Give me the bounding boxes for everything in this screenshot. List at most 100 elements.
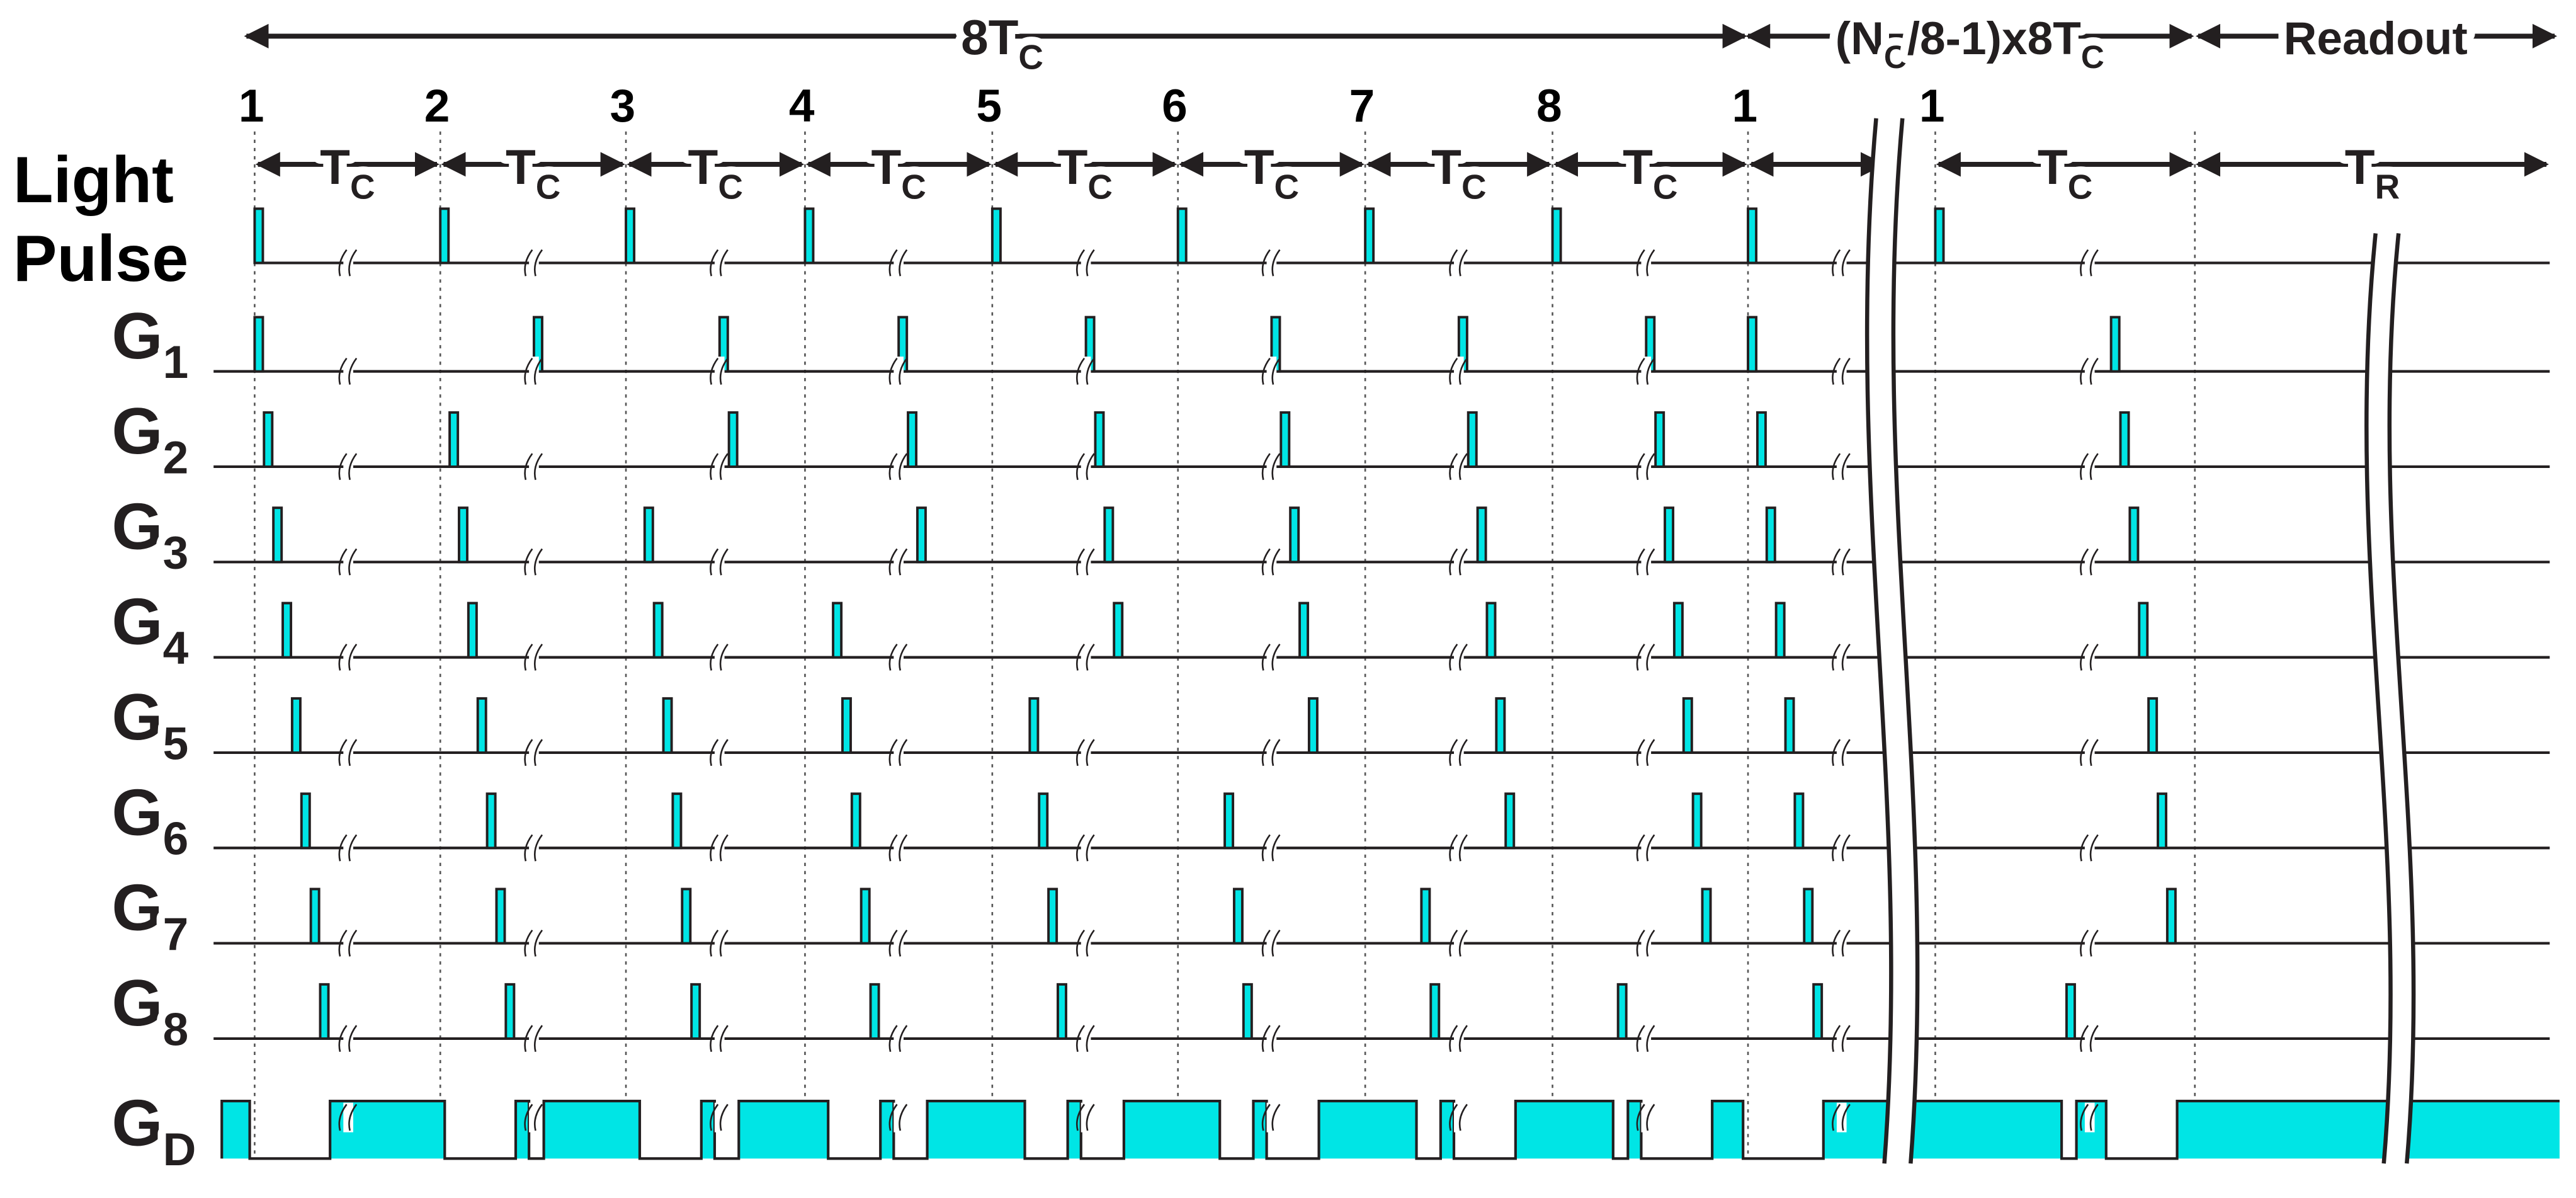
break-gap	[1454, 248, 1464, 278]
text-part: T	[506, 139, 536, 195]
break-gap	[343, 357, 353, 387]
break-mark	[348, 1104, 358, 1131]
gd-high	[1823, 1101, 2062, 1159]
break-mark	[1075, 929, 1086, 957]
break-gap	[343, 1102, 353, 1132]
break-gap	[1454, 738, 1464, 768]
break-mark	[533, 834, 543, 862]
subscript: 7	[163, 909, 189, 960]
break-mark	[1086, 739, 1095, 767]
pulse	[2147, 697, 2159, 754]
pulse	[916, 506, 927, 564]
subscript: C	[901, 168, 926, 207]
text-part: G	[111, 395, 162, 468]
break-mark	[1832, 453, 1841, 481]
break-mark	[888, 1104, 898, 1131]
break-mark	[1646, 643, 1655, 671]
break-gap	[343, 1024, 353, 1054]
row-label: G6	[111, 776, 188, 864]
row-label: G8	[111, 967, 188, 1055]
break-mark	[524, 834, 533, 862]
break-mark	[710, 929, 719, 957]
break-mark	[710, 249, 719, 277]
break-mark	[888, 929, 898, 957]
break-gap	[1454, 547, 1464, 577]
gd-high	[1712, 1101, 1744, 1159]
break-mark	[1449, 1025, 1458, 1053]
break-gap	[529, 452, 539, 482]
break-mark	[1646, 357, 1655, 385]
break-mark	[710, 643, 719, 671]
row-label: Pulse	[13, 222, 188, 295]
break-mark	[710, 1025, 719, 1053]
pulse	[1103, 506, 1115, 564]
break-mark	[1841, 357, 1851, 385]
break-gap	[529, 357, 539, 387]
break-mark	[1261, 643, 1271, 671]
break-mark	[348, 929, 358, 957]
break-mark	[1449, 929, 1458, 957]
break-gap	[1266, 452, 1277, 482]
break-mark	[338, 249, 348, 277]
pulse	[1298, 602, 1310, 659]
pulse	[1028, 697, 1040, 754]
subscript: C	[1087, 168, 1113, 207]
pulse	[1057, 983, 1067, 1040]
break-gap	[1454, 642, 1464, 673]
pulse	[1793, 792, 1805, 850]
break-mark	[2080, 548, 2089, 576]
break-mark	[899, 929, 908, 957]
break-gap	[2084, 357, 2095, 387]
pulse	[309, 887, 321, 945]
pulse	[1307, 697, 1319, 754]
break-gap	[1081, 1102, 1091, 1132]
pulse	[1747, 316, 1758, 373]
break-mark	[1261, 357, 1271, 385]
subscript: C	[1461, 168, 1487, 207]
break-mark	[1636, 1025, 1645, 1053]
pulse	[832, 602, 843, 659]
pulse	[467, 602, 478, 659]
break-mark	[338, 929, 348, 957]
gd-high	[2177, 1101, 2560, 1159]
break-mark	[2080, 739, 2089, 767]
subscript: 6	[163, 814, 189, 865]
break-gap	[1836, 642, 1847, 673]
gd-high	[222, 1101, 250, 1159]
pulse	[476, 697, 487, 754]
text-part: G	[111, 1087, 162, 1160]
text-part: G	[111, 681, 162, 754]
subscript: C	[536, 168, 561, 207]
break-mark	[1832, 548, 1841, 576]
cycle-number: 1	[1732, 81, 1757, 132]
break-gap	[2084, 547, 2095, 577]
pulse	[1701, 887, 1712, 945]
break-mark	[710, 548, 719, 576]
pulse	[803, 207, 815, 265]
text-part: (N	[1836, 13, 1884, 64]
break-mark	[1458, 357, 1468, 385]
subscript: C	[1653, 168, 1678, 207]
break-mark	[710, 834, 719, 862]
break-mark	[2080, 929, 2089, 957]
cycle-number: 2	[424, 81, 450, 132]
break-mark	[533, 1104, 543, 1131]
break-mark	[1832, 834, 1841, 862]
break-gap	[1266, 642, 1277, 673]
break-mark	[2089, 1104, 2099, 1131]
break-mark	[1646, 834, 1655, 862]
break-mark	[1449, 357, 1458, 385]
pulse	[625, 207, 636, 265]
break-gap	[714, 833, 725, 863]
break-mark	[899, 834, 908, 862]
break-gap	[894, 928, 904, 959]
break-mark	[348, 1025, 358, 1053]
row-label: G5	[111, 681, 188, 769]
break-mark	[2089, 929, 2099, 957]
pulse	[1747, 207, 1758, 265]
break-mark	[1832, 357, 1841, 385]
break-gap	[1641, 452, 1652, 482]
break-mark	[1086, 249, 1095, 277]
break-mark	[524, 1104, 533, 1131]
pulse	[1223, 792, 1235, 850]
